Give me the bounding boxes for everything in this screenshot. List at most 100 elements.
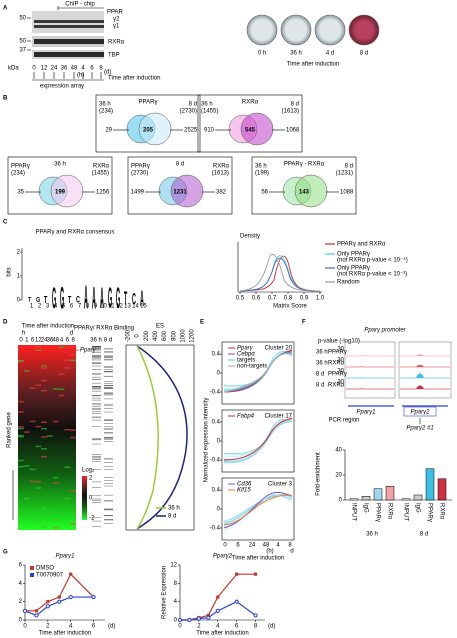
profile-line: [223, 352, 293, 392]
label: RXRα: [328, 383, 345, 389]
label: Cluster 20: [265, 346, 293, 352]
heatmap-cell: [29, 420, 36, 423]
label: 36 h: [54, 162, 66, 168]
label: (199): [255, 171, 269, 177]
label: 6: [235, 624, 239, 630]
label: (234): [99, 109, 113, 115]
label: IgG: [414, 503, 420, 513]
data-point: [34, 613, 39, 618]
label: 1.0: [316, 296, 325, 302]
label: 4: [81, 66, 85, 72]
label: 8 d: [316, 383, 324, 389]
profile-line: [223, 421, 293, 463]
heatmap-cell: [18, 465, 24, 468]
profile-line: [223, 420, 293, 460]
data-point: [69, 572, 73, 576]
data-point: [57, 599, 62, 604]
label: 3: [46, 304, 50, 310]
venn-box: [95, 94, 201, 153]
label: Time after induction: [108, 76, 160, 82]
logo-letter: G: [116, 280, 120, 315]
panel-letter: G: [3, 550, 8, 556]
label: RXRα: [386, 503, 392, 520]
label: 0: [17, 298, 21, 304]
panel-letter: A: [3, 6, 8, 12]
label: 8 d: [176, 162, 184, 168]
legend-label: Only PPARγ: [337, 266, 370, 272]
heatmap-cell: [23, 370, 30, 372]
venn-circle: [294, 174, 328, 208]
bar: [413, 494, 423, 501]
label: 0.4: [212, 488, 221, 494]
label: 6: [236, 543, 240, 549]
es-curve: [136, 345, 188, 530]
logo-letter: A: [100, 280, 104, 315]
label: Relative Expression: [162, 566, 168, 619]
label: (h): [266, 549, 273, 555]
data-point: [206, 613, 210, 618]
heatmap-cell: [47, 511, 53, 514]
data-point: [215, 608, 220, 613]
label: Normalized expression intensity: [204, 398, 210, 483]
gene-profile: [223, 351, 293, 393]
heatmap-cell: [18, 400, 24, 403]
data-point: [253, 613, 258, 618]
label: Log₂: [82, 468, 95, 474]
label: 8 d: [104, 338, 112, 344]
label: 4: [19, 581, 23, 587]
label: 0: [135, 334, 141, 338]
profile-line: [223, 494, 293, 525]
es-curve: [136, 345, 159, 530]
density-curve: [239, 257, 321, 292]
data-point: [57, 595, 61, 599]
label: 0: [217, 439, 221, 445]
label: RXRα: [213, 164, 230, 170]
label: d: [290, 549, 293, 555]
label: PPARγ: [374, 503, 380, 522]
label: 4: [69, 624, 73, 630]
heatmap-cell: [52, 476, 59, 479]
profile-line: [223, 421, 293, 464]
heatmap-cell: [41, 507, 47, 510]
bar: [373, 488, 383, 501]
panel-letter: D: [3, 320, 8, 326]
label: 12: [35, 338, 42, 344]
label: -0.4: [210, 526, 221, 532]
logo-letter: T: [28, 297, 32, 303]
label: 143: [299, 190, 310, 196]
label: 8: [254, 624, 258, 630]
legend-label: Klf15: [237, 488, 251, 494]
heatmap-cell: [52, 527, 59, 529]
dish: [314, 14, 346, 46]
label: 6: [66, 338, 70, 344]
plot-frame: [125, 344, 195, 531]
heatmap-cell: [41, 526, 47, 528]
venn-box: [127, 156, 233, 215]
profile-line: [223, 493, 293, 522]
label: 1068: [286, 128, 300, 134]
label: (234): [11, 171, 25, 177]
label: 6: [92, 624, 96, 630]
heatmap-cell: [58, 373, 65, 375]
label: 800: [171, 330, 177, 341]
legend-label: targets: [237, 358, 255, 364]
label: PPARγ: [11, 164, 30, 170]
label: 36: [47, 338, 54, 344]
legend-label: 8 d: [168, 514, 176, 520]
heatmap-cell: [18, 459, 24, 462]
heatmap-cell: [29, 468, 36, 471]
heatmap-cell: [70, 354, 76, 356]
logo-letter: A: [140, 287, 144, 312]
label: Pparγ2: [410, 410, 430, 416]
label: 6: [90, 66, 94, 72]
label: Fold-enrichment: [316, 452, 322, 496]
peak: [346, 377, 394, 379]
label: d: [70, 331, 73, 337]
heatmap-cell: [35, 487, 42, 489]
bar: [425, 468, 435, 501]
label: 10: [100, 304, 107, 310]
label: (1455): [201, 109, 218, 115]
bar: [349, 498, 359, 501]
gene-profile: [223, 491, 293, 529]
label: 15: [140, 304, 147, 310]
